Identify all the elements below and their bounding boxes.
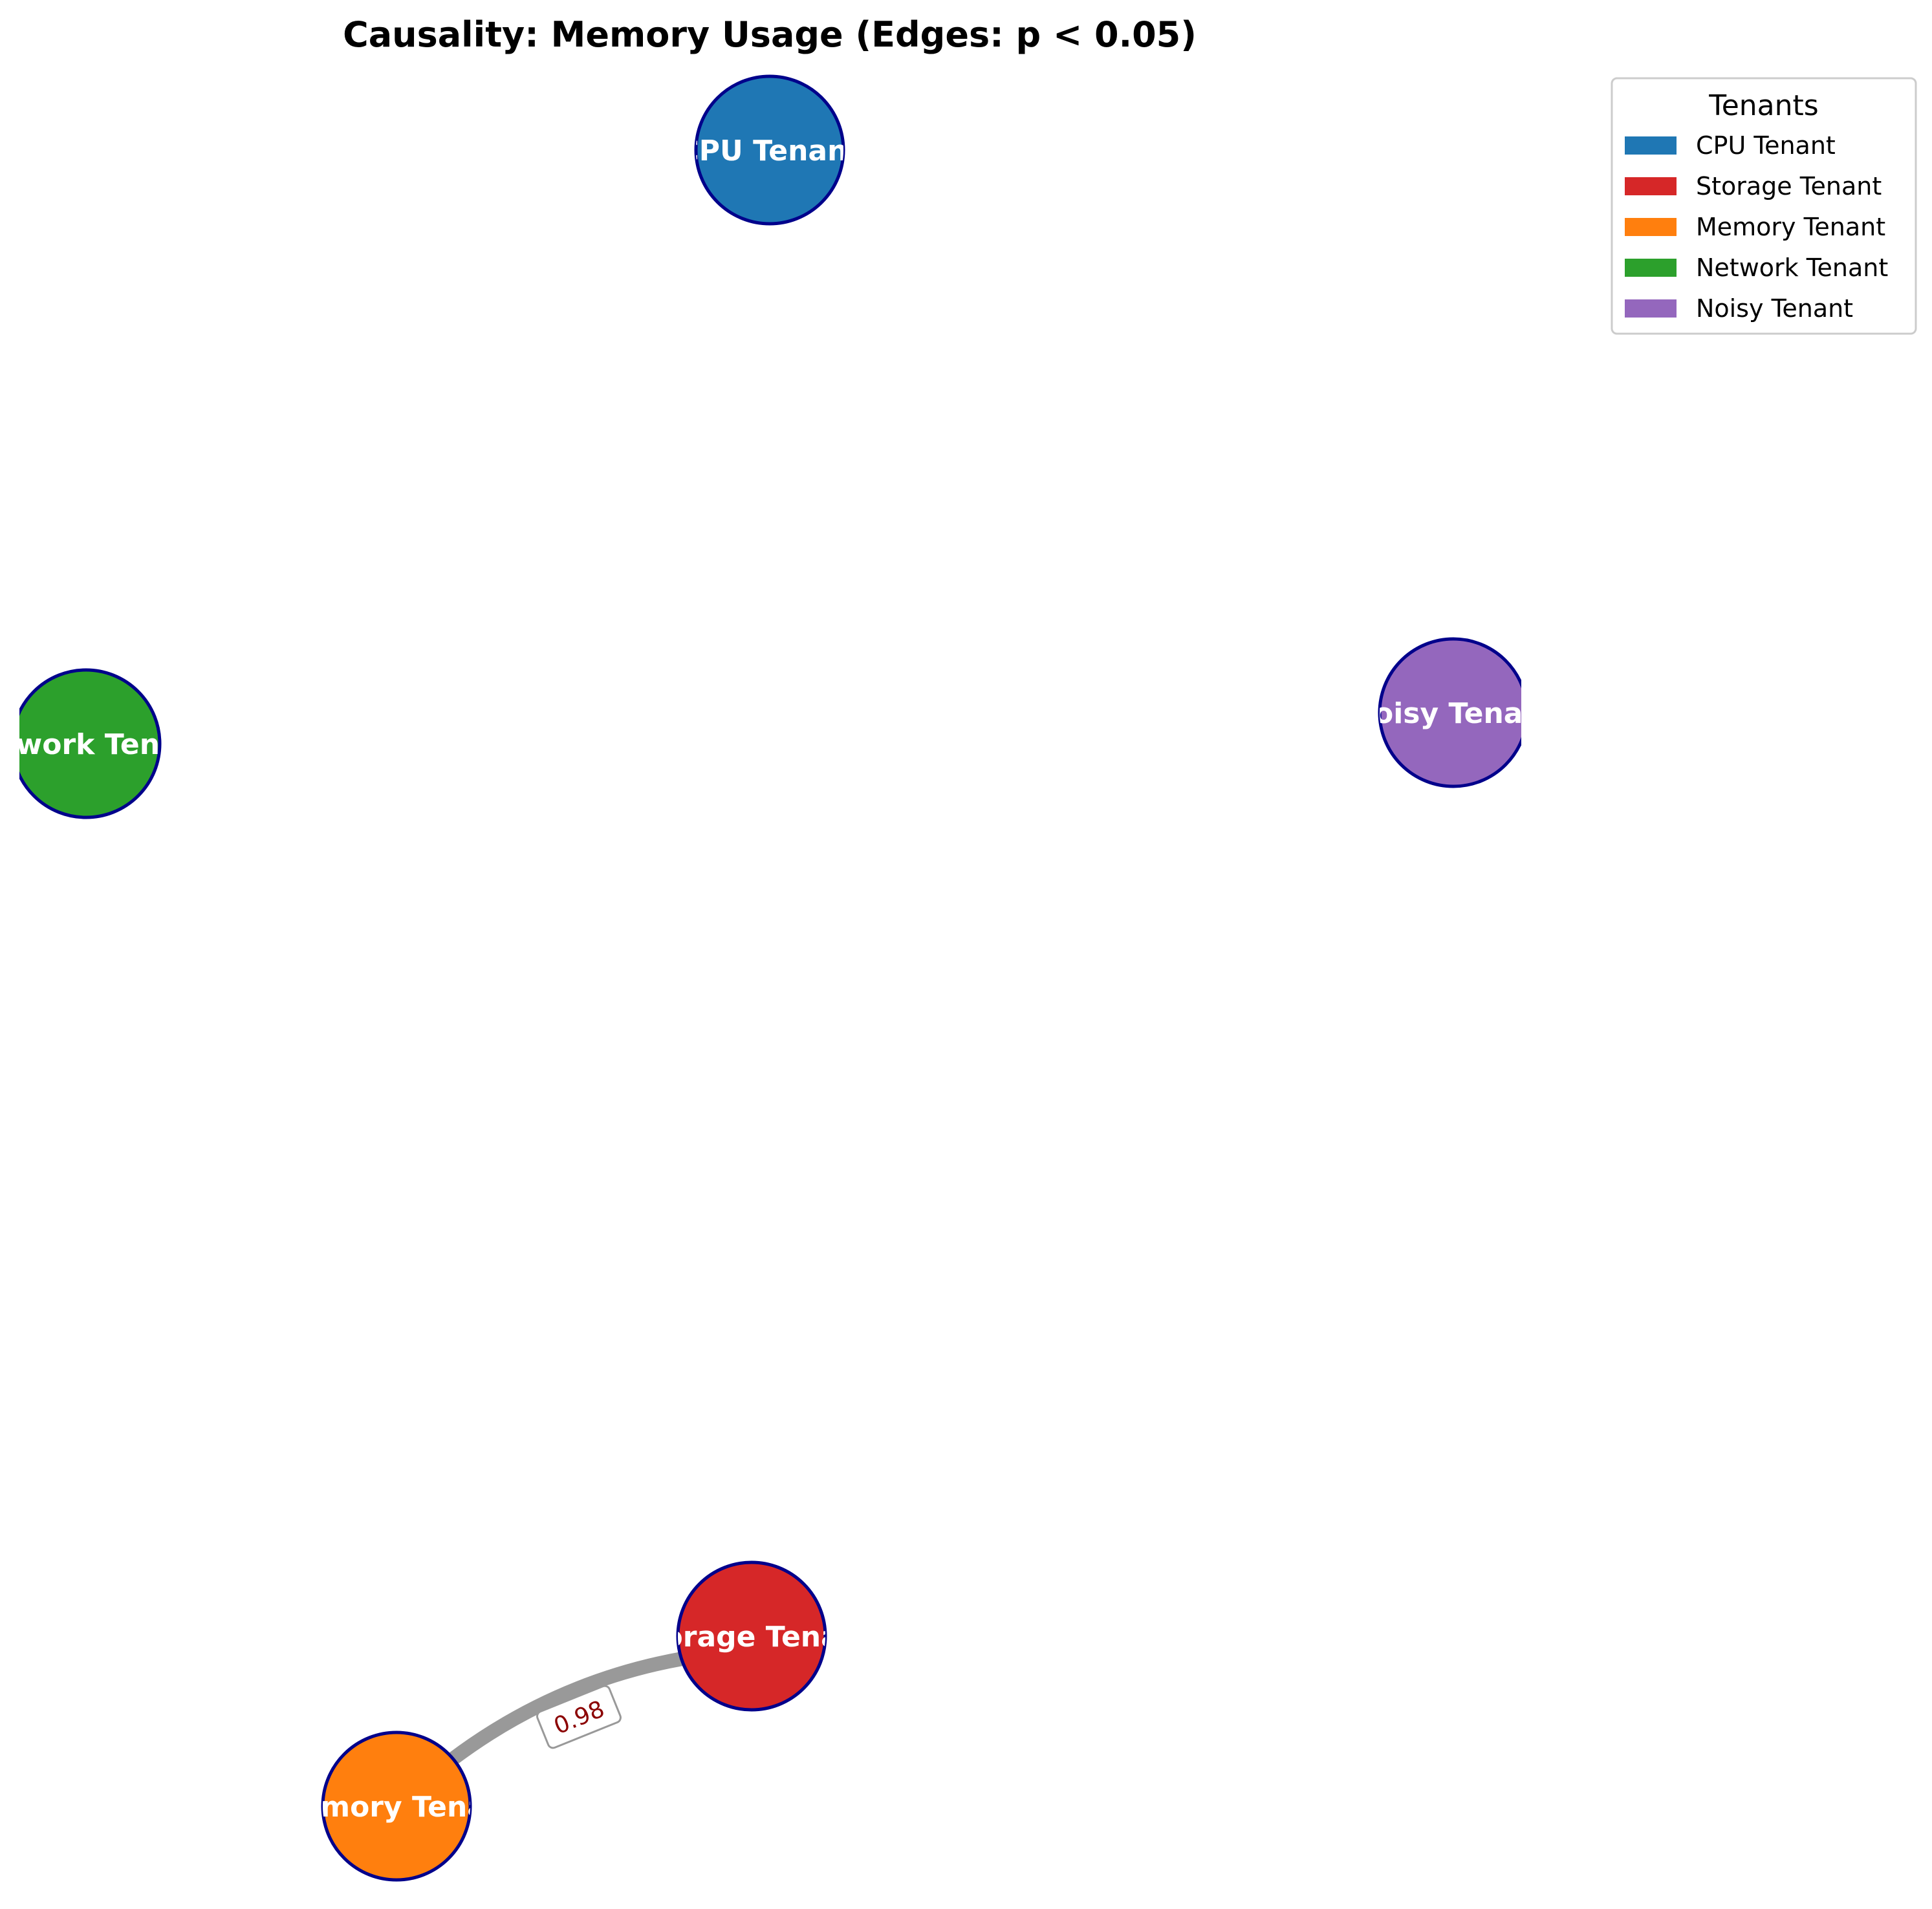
legend-item: Network Tenant bbox=[1625, 253, 1888, 282]
legend-swatch bbox=[1625, 136, 1677, 155]
legend-title: Tenants bbox=[1708, 89, 1818, 122]
node-label: CPU Tenant bbox=[678, 135, 862, 167]
edge-memory-storage bbox=[448, 1652, 684, 1765]
legend-frame bbox=[1611, 77, 1917, 335]
legend-item-label: Memory Tenant bbox=[1696, 213, 1885, 241]
node-cpu: CPU Tenant bbox=[678, 74, 862, 226]
legend-swatch bbox=[1625, 299, 1677, 318]
legend-item-label: Noisy Tenant bbox=[1696, 294, 1853, 323]
node-label: Network Tenant bbox=[0, 728, 213, 761]
node-circle bbox=[694, 74, 845, 226]
edges-layer bbox=[448, 1652, 684, 1765]
node-network: Network Tenant bbox=[0, 668, 213, 819]
legend-items: CPU Tenant Storage Tenant Memory Tenant Net… bbox=[1625, 131, 1888, 323]
node-circle bbox=[1378, 637, 1521, 788]
legend-item-label: Network Tenant bbox=[1696, 253, 1888, 282]
node-label: Noisy Tenant bbox=[1350, 697, 1557, 730]
graph-title: Causality: Memory Usage (Edges: p < 0.05… bbox=[343, 14, 1197, 55]
legend: Tenants CPU Tenant Storage Tenant Memory T… bbox=[1611, 77, 1917, 335]
legend-item: Memory Tenant bbox=[1625, 213, 1885, 241]
node-circle bbox=[321, 1731, 472, 1882]
node-label: Memory Tenant bbox=[273, 1791, 521, 1824]
nodes-layer: CPU Tenant Network Tenant Noisy Tenant Stor… bbox=[0, 74, 1557, 1882]
legend-item: Storage Tenant bbox=[1625, 172, 1882, 200]
node-circle bbox=[676, 1560, 827, 1712]
legend-item-label: Storage Tenant bbox=[1696, 172, 1882, 200]
node-circle bbox=[19, 668, 162, 819]
legend-item: CPU Tenant bbox=[1625, 131, 1836, 160]
legend-item: Noisy Tenant bbox=[1625, 294, 1853, 323]
node-noisy: Noisy Tenant bbox=[1350, 637, 1557, 788]
node-memory: Memory Tenant bbox=[273, 1731, 521, 1882]
legend-swatch bbox=[1625, 259, 1677, 277]
node-label: Storage Tenant bbox=[629, 1621, 874, 1654]
legend-swatch bbox=[1625, 177, 1677, 195]
node-storage: Storage Tenant bbox=[629, 1560, 874, 1712]
legend-item-label: CPU Tenant bbox=[1696, 131, 1836, 160]
legend-swatch bbox=[1625, 218, 1677, 236]
